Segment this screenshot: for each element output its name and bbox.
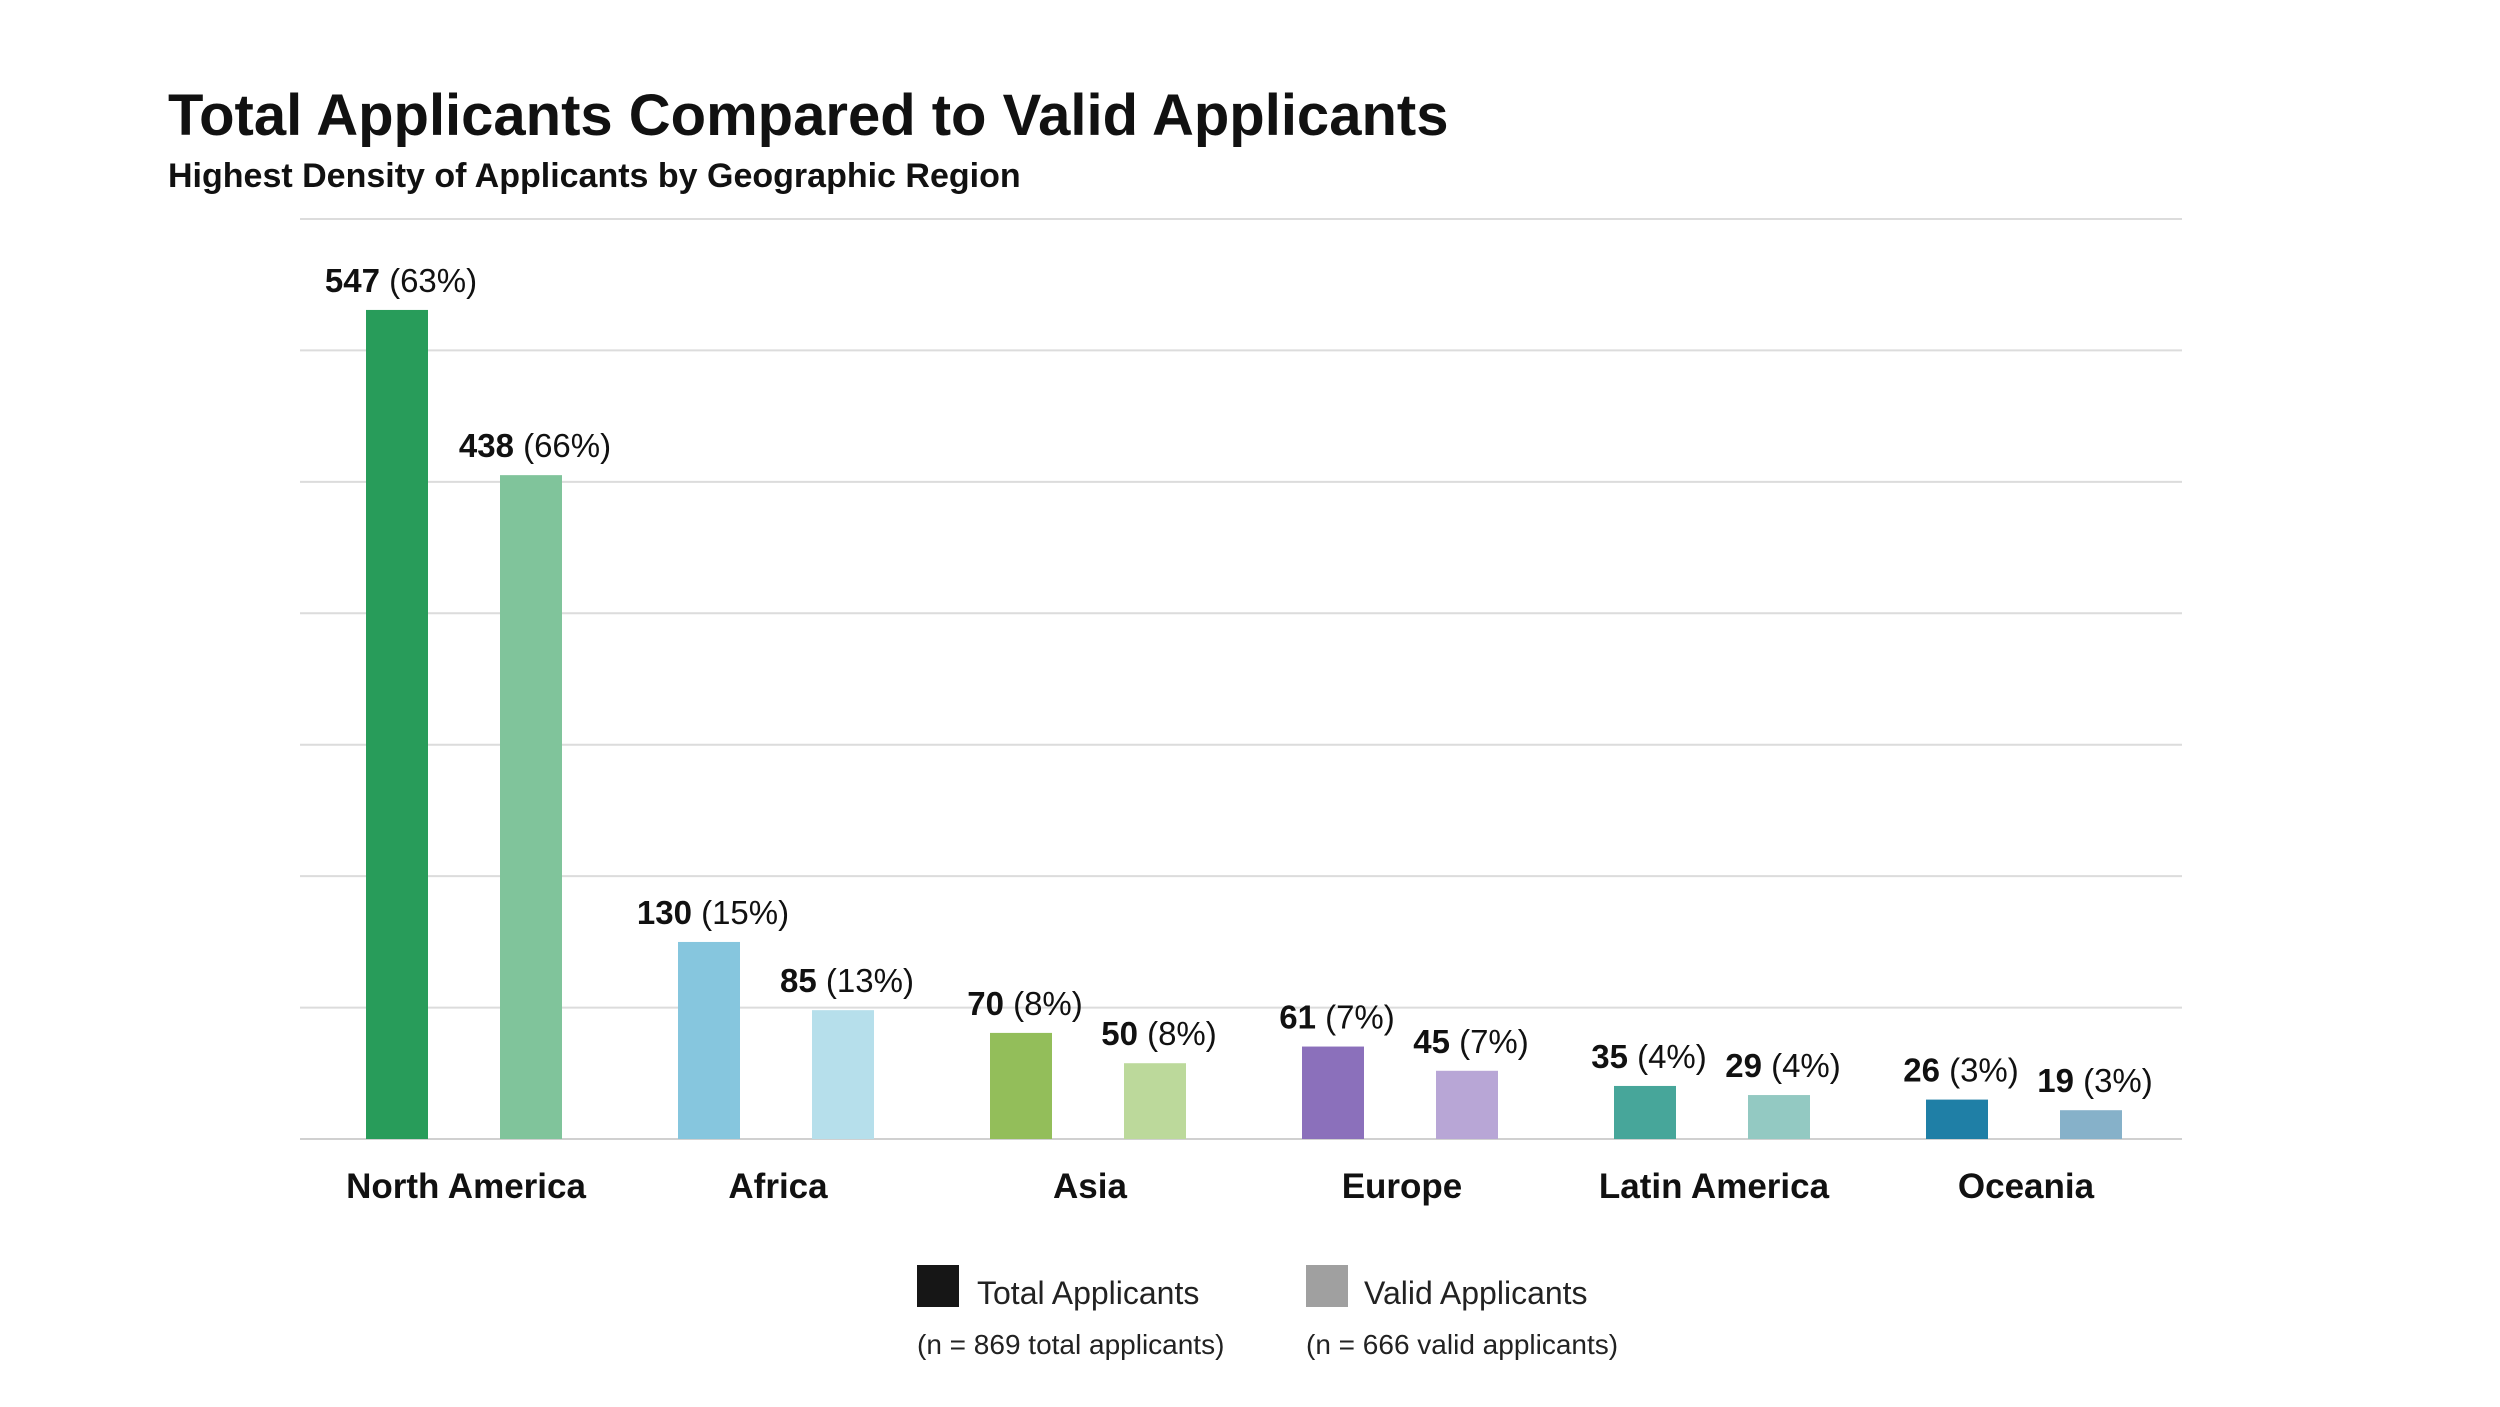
bar-valid [500,475,562,1139]
bar-valid [1748,1095,1810,1139]
bar-total [366,309,428,1139]
value-label: 29 (4%) [1725,1047,1841,1084]
value-label: 547 (63%) [325,262,477,299]
category-label: Africa [728,1167,828,1206]
chart-subtitle: Highest Density of Applicants by Geograp… [168,157,1021,195]
category-label: Europe [1342,1167,1463,1206]
category-label: Asia [1053,1167,1127,1206]
bar-total [1614,1085,1676,1139]
legend-label-valid: Valid Applicants [1364,1275,1588,1311]
value-label: 438 (66%) [459,427,611,464]
value-label: 70 (8%) [967,985,1083,1022]
value-label: 61 (7%) [1279,999,1395,1036]
value-label: 45 (7%) [1413,1023,1529,1060]
category-label: North America [346,1167,586,1206]
bar-valid [812,1010,874,1139]
bar-total [1926,1099,1988,1139]
bar-valid [1436,1070,1498,1139]
value-label: 85 (13%) [780,962,914,999]
value-label: 26 (3%) [1903,1052,2019,1089]
category-labels: North America Africa Asia Europe Latin Ameri… [346,1167,2095,1206]
bar-total [678,941,740,1139]
legend-note-valid: (n = 666 valid applicants) [1306,1329,1618,1360]
category-label: Oceania [1958,1167,2095,1206]
value-label: 50 (8%) [1101,1015,1217,1052]
bars [366,309,2122,1139]
legend-note-total: (n = 869 total applicants) [917,1329,1224,1360]
bar-total [1302,1046,1364,1139]
legend-label-total: Total Applicants [977,1275,1199,1311]
value-label: 35 (4%) [1591,1038,1707,1075]
chart-title: Total Applicants Compared to Valid Appli… [168,83,1448,148]
category-label: Latin America [1599,1167,1830,1206]
value-labels: 547 (63%) 438 (66%) 130 (15%) 85 (13%) 70 (8… [325,262,2153,1099]
legend: Total Applicants (n = 869 total applican… [917,1265,1618,1360]
bar-total [990,1032,1052,1139]
legend-swatch-total [917,1265,959,1307]
value-label: 130 (15%) [637,894,789,931]
legend-swatch-valid [1306,1265,1348,1307]
gridlines [300,218,2182,1140]
bar-valid [1124,1063,1186,1139]
bar-valid [2060,1110,2122,1139]
value-label: 19 (3%) [2037,1062,2153,1099]
